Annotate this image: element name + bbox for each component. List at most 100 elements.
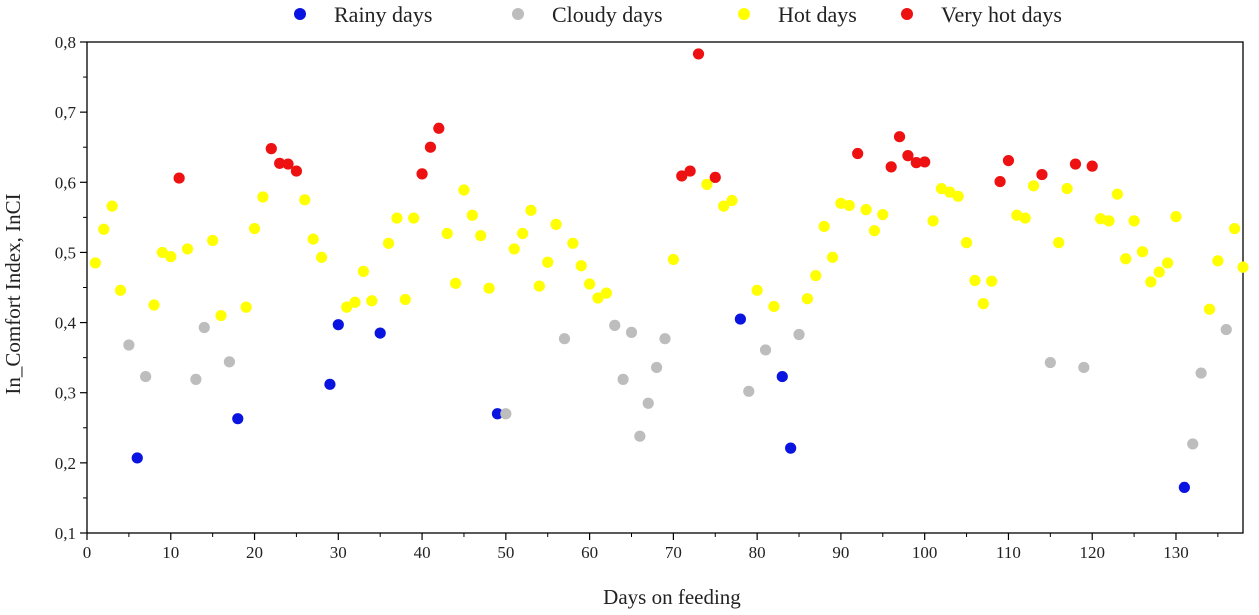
data-point [617, 373, 629, 385]
data-point [114, 284, 127, 296]
data-point [257, 191, 269, 203]
data-point [852, 147, 864, 160]
data-point [625, 326, 638, 338]
data-point [810, 269, 822, 282]
x-tick-label: 70 [665, 543, 682, 562]
data-point [1053, 237, 1065, 249]
data-point [592, 292, 604, 304]
y-tick-label: 0,6 [55, 173, 76, 192]
data-point [709, 171, 721, 183]
data-point [165, 251, 177, 263]
data-point [1111, 188, 1123, 200]
data-point [743, 385, 755, 397]
legend-label: Cloudy days [552, 2, 663, 27]
data-point [885, 161, 897, 173]
data-point [734, 313, 746, 325]
data-point [433, 122, 445, 134]
data-point [768, 300, 780, 313]
data-point [500, 408, 512, 420]
data-point [1044, 356, 1056, 369]
x-tick-label: 90 [832, 543, 849, 562]
data-points [89, 48, 1249, 494]
series-rainy-days [131, 313, 1190, 494]
y-tick-label: 0,4 [55, 314, 77, 333]
data-point [240, 301, 252, 313]
data-point [1237, 261, 1249, 273]
data-point [1162, 257, 1174, 269]
series-very-hot-days [173, 48, 1098, 188]
data-point [960, 237, 973, 249]
data-point [516, 227, 529, 240]
data-point [893, 131, 906, 143]
data-point [366, 295, 378, 307]
data-point [475, 229, 487, 242]
data-point [341, 301, 353, 313]
data-point [1203, 303, 1216, 315]
x-tick-label: 110 [996, 543, 1021, 562]
data-point [207, 234, 219, 247]
data-point [148, 299, 160, 311]
data-point [584, 278, 596, 290]
x-tick-label: 80 [749, 543, 766, 562]
data-point [1195, 367, 1207, 379]
data-point [424, 141, 437, 153]
data-point [1212, 255, 1224, 267]
data-point [1178, 481, 1190, 494]
data-point [868, 225, 881, 237]
data-point [567, 237, 579, 249]
data-point [307, 233, 319, 245]
data-point [684, 165, 696, 177]
x-tick-label: 130 [1163, 543, 1189, 562]
data-point [441, 227, 453, 240]
y-tick-label: 0,8 [55, 33, 76, 52]
legend-label: Very hot days [941, 2, 1062, 27]
data-point [248, 222, 261, 235]
data-point [290, 165, 303, 177]
data-point [265, 143, 277, 155]
data-point [449, 277, 462, 289]
data-point [1086, 160, 1098, 172]
data-point [902, 150, 914, 162]
data-point [181, 243, 194, 255]
data-point [533, 280, 545, 292]
x-tick-label: 120 [1079, 543, 1105, 562]
data-point [542, 256, 554, 268]
data-point [877, 208, 889, 221]
data-point [935, 182, 948, 195]
data-point [349, 296, 361, 308]
data-point [215, 309, 227, 322]
legend-label: Hot days [778, 2, 857, 27]
data-point [801, 293, 814, 305]
legend: Rainy days Cloudy days Hot days Very hot da… [294, 2, 1062, 27]
data-point [927, 215, 939, 227]
data-point [609, 319, 621, 331]
data-point [676, 170, 688, 182]
data-point [751, 284, 763, 296]
data-point [835, 197, 847, 209]
x-tick-label: 100 [912, 543, 938, 562]
data-point [818, 220, 830, 233]
data-point [659, 333, 671, 345]
x-tick-label: 0 [83, 543, 92, 562]
data-point [977, 298, 989, 310]
plot-frame [86, 41, 1244, 534]
data-point [910, 157, 922, 169]
data-point [826, 251, 839, 263]
data-point [1103, 215, 1115, 227]
data-point [232, 413, 244, 425]
data-point [466, 209, 478, 221]
data-point [315, 251, 328, 263]
y-axis-title: In_Comfort Index, InCI [1, 193, 25, 394]
data-point [1128, 215, 1140, 227]
data-point [332, 319, 344, 331]
x-tick-label: 40 [414, 543, 431, 562]
legend-marker [512, 8, 524, 20]
data-point [994, 175, 1006, 188]
y-tick-label: 0,7 [55, 103, 77, 122]
y-tick-label: 0,1 [55, 524, 76, 543]
data-point [969, 274, 981, 287]
data-point [173, 172, 185, 184]
data-point [89, 257, 101, 269]
data-point [793, 328, 805, 341]
